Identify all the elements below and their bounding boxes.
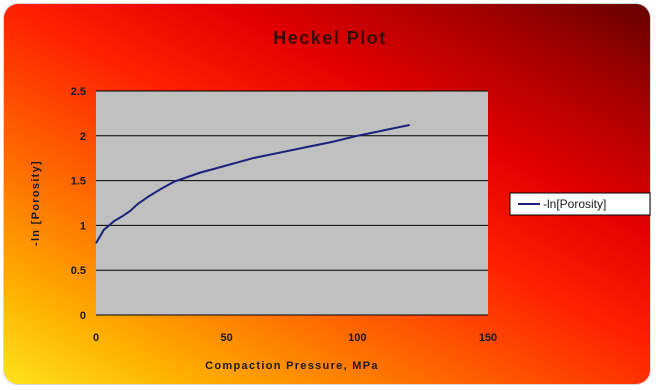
legend: -ln[Porosity] (509, 192, 651, 216)
x-tick-label: 50 (221, 332, 233, 344)
x-tick-label: 0 (93, 332, 99, 344)
x-axis-ticks: 0 50 100 150 (93, 332, 497, 344)
x-tick-label: 150 (479, 332, 497, 344)
porosity-series-line (95, 124, 410, 244)
x-tick-label: 100 (348, 332, 366, 344)
y-axis-ticks: 0 0.5 1 1.5 2 2.5 (71, 86, 86, 322)
y-axis-title: -ln [Porosity] (30, 160, 42, 246)
y-tick-label: 0.5 (71, 265, 86, 277)
plot-area (96, 91, 488, 315)
y-tick-label: 2 (80, 131, 86, 143)
legend-label: -ln[Porosity] (543, 197, 606, 211)
y-tick-label: 0 (80, 310, 86, 322)
chart-title: Heckel Plot (273, 28, 387, 48)
gridlines (96, 90, 488, 316)
y-tick-label: 2.5 (71, 86, 86, 98)
legend-box (509, 192, 651, 216)
x-axis-title: Compaction Pressure, MPa (205, 360, 379, 372)
y-tick-label: 1 (80, 220, 86, 232)
y-tick-label: 1.5 (71, 176, 86, 188)
